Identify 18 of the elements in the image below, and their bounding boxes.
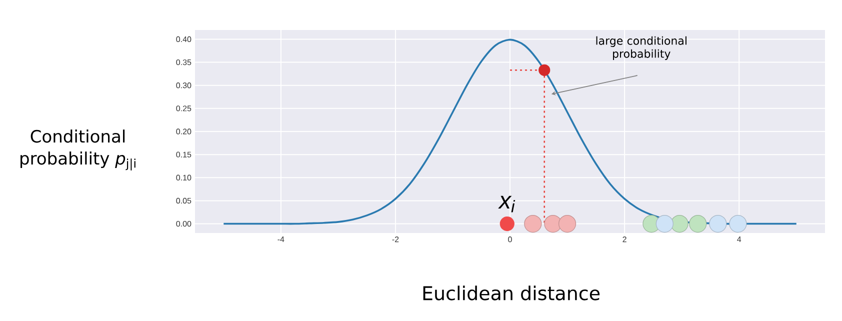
x-axis-title: Euclidean distance [423, 286, 600, 300]
y-tick-label: 0.20 [176, 128, 192, 134]
x-tick-label: 0 [508, 236, 512, 242]
y-tick-label: 0.35 [176, 59, 192, 66]
x-tick-label: 2 [622, 236, 626, 242]
y-tick-label: 0.30 [176, 82, 192, 88]
annotation: large conditional probability [596, 36, 686, 60]
y-axis-title: Conditional probability p$_{j|i}$ [20, 130, 136, 170]
annotation: x$_{i}$ [498, 196, 516, 212]
x-tick-label: -4 [278, 236, 284, 242]
x-tick-label: -2 [392, 236, 399, 242]
y-tick-label: 0.00 [176, 220, 192, 227]
y-tick-label: 0.25 [176, 106, 192, 112]
y-tick-label: 0.05 [176, 198, 192, 204]
y-tick-label: 0.15 [176, 152, 192, 158]
x-tick-label: 4 [737, 236, 742, 242]
y-tick-label: 0.40 [176, 36, 192, 42]
y-tick-label: 0.10 [176, 174, 192, 180]
